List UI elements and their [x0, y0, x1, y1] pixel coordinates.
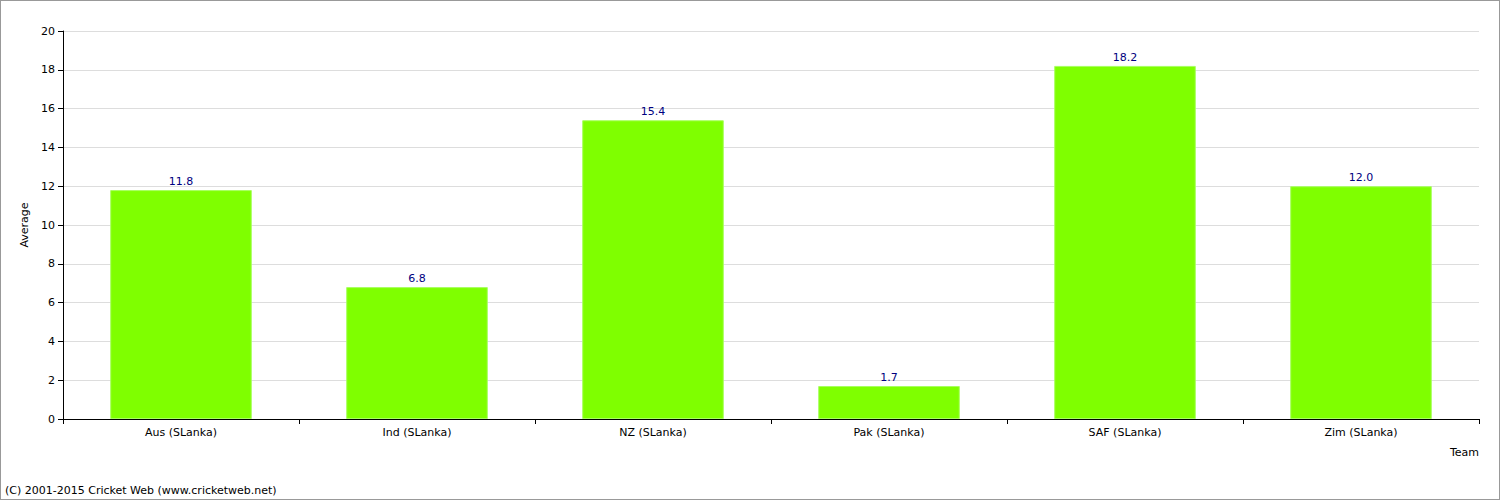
- svg-text:Aus (SLanka): Aus (SLanka): [145, 426, 217, 439]
- svg-text:12.0: 12.0: [1349, 171, 1374, 184]
- svg-text:14: 14: [41, 141, 55, 154]
- svg-text:Ind (SLanka): Ind (SLanka): [382, 426, 451, 439]
- svg-text:16: 16: [41, 102, 55, 115]
- svg-text:SAF (SLanka): SAF (SLanka): [1089, 426, 1162, 439]
- svg-text:Team: Team: [1449, 446, 1479, 459]
- svg-text:12: 12: [41, 180, 55, 193]
- svg-text:20: 20: [41, 25, 55, 38]
- svg-text:Zim (SLanka): Zim (SLanka): [1324, 426, 1397, 439]
- svg-text:10: 10: [41, 219, 55, 232]
- svg-text:NZ (SLanka): NZ (SLanka): [619, 426, 687, 439]
- svg-text:18: 18: [41, 63, 55, 76]
- svg-text:8: 8: [48, 257, 55, 270]
- svg-text:0: 0: [48, 413, 55, 426]
- svg-text:(C) 2001-2015 Cricket Web (www: (C) 2001-2015 Cricket Web (www.cricketwe…: [5, 484, 277, 497]
- svg-text:2: 2: [48, 374, 55, 387]
- svg-text:6: 6: [48, 296, 55, 309]
- svg-text:4: 4: [48, 335, 55, 348]
- svg-text:Pak (SLanka): Pak (SLanka): [853, 426, 924, 439]
- svg-text:18.2: 18.2: [1113, 51, 1138, 64]
- svg-text:11.8: 11.8: [169, 175, 194, 188]
- svg-text:15.4: 15.4: [641, 105, 666, 118]
- svg-text:6.8: 6.8: [408, 272, 426, 285]
- svg-text:Average: Average: [18, 202, 31, 247]
- svg-text:1.7: 1.7: [880, 371, 898, 384]
